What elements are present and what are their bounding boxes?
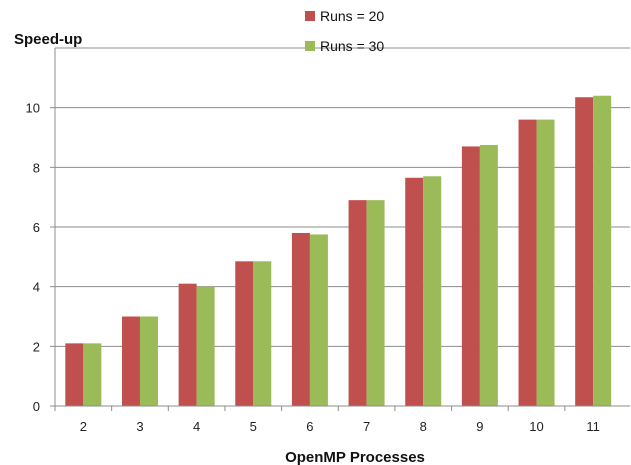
- bar-runs-30-4: [196, 286, 215, 406]
- y-tick-label: 10: [26, 101, 40, 116]
- x-tick-label: 8: [420, 419, 427, 434]
- legend-swatch-runs-20: [305, 11, 315, 21]
- legend-label-runs-20: Runs = 20: [320, 8, 384, 24]
- bar-runs-30-8: [423, 176, 442, 406]
- x-tick-label: 9: [476, 419, 483, 434]
- x-tick-label: 11: [586, 419, 600, 434]
- bar-runs-30-9: [479, 144, 498, 407]
- bar-runs-30-6: [309, 234, 328, 406]
- bar-runs-30-7: [366, 200, 385, 406]
- bar-runs-20-8: [405, 177, 424, 406]
- x-tick-label: 4: [193, 419, 200, 434]
- legend: Runs = 20 Runs = 30: [305, 8, 384, 54]
- bar-runs-30-10: [536, 119, 555, 406]
- y-axis-title: Speed-up: [14, 31, 82, 48]
- x-tick-label: 5: [250, 419, 257, 434]
- bars: [65, 95, 612, 407]
- y-tick-label: 8: [33, 160, 40, 175]
- x-tick-labels: 2 3 4 5 6 7 8 9 10 11: [80, 419, 600, 434]
- bar-runs-20-10: [518, 119, 537, 406]
- bar-runs-30-11: [593, 95, 612, 406]
- legend-swatch-runs-30: [305, 41, 315, 51]
- x-tick-label: 3: [136, 419, 143, 434]
- y-tick-label: 2: [33, 339, 40, 354]
- x-tick-label: 2: [80, 419, 87, 434]
- y-tick-label: 4: [33, 280, 40, 295]
- y-tick-label: 0: [33, 399, 40, 414]
- y-tick-label: 6: [33, 220, 40, 235]
- bar-runs-30-2: [83, 343, 102, 406]
- bar-runs-20-4: [178, 283, 197, 406]
- bar-runs-20-2: [65, 343, 84, 406]
- x-tick-label: 7: [363, 419, 370, 434]
- bar-runs-20-6: [291, 232, 310, 406]
- bar-runs-20-7: [348, 200, 367, 406]
- legend-label-runs-30: Runs = 30: [320, 38, 384, 54]
- x-tick-label: 10: [529, 419, 543, 434]
- x-tick-label: 6: [306, 419, 313, 434]
- x-axis-title: OpenMP Processes: [285, 449, 425, 465]
- bar-runs-20-9: [461, 146, 480, 406]
- bar-runs-20-11: [575, 97, 594, 406]
- y-tick-labels: 0 2 4 6 8 10: [26, 101, 55, 414]
- bar-runs-20-5: [235, 261, 254, 406]
- bar-runs-30-5: [253, 261, 272, 406]
- bar-runs-20-3: [121, 316, 140, 406]
- bar-runs-30-3: [139, 316, 158, 406]
